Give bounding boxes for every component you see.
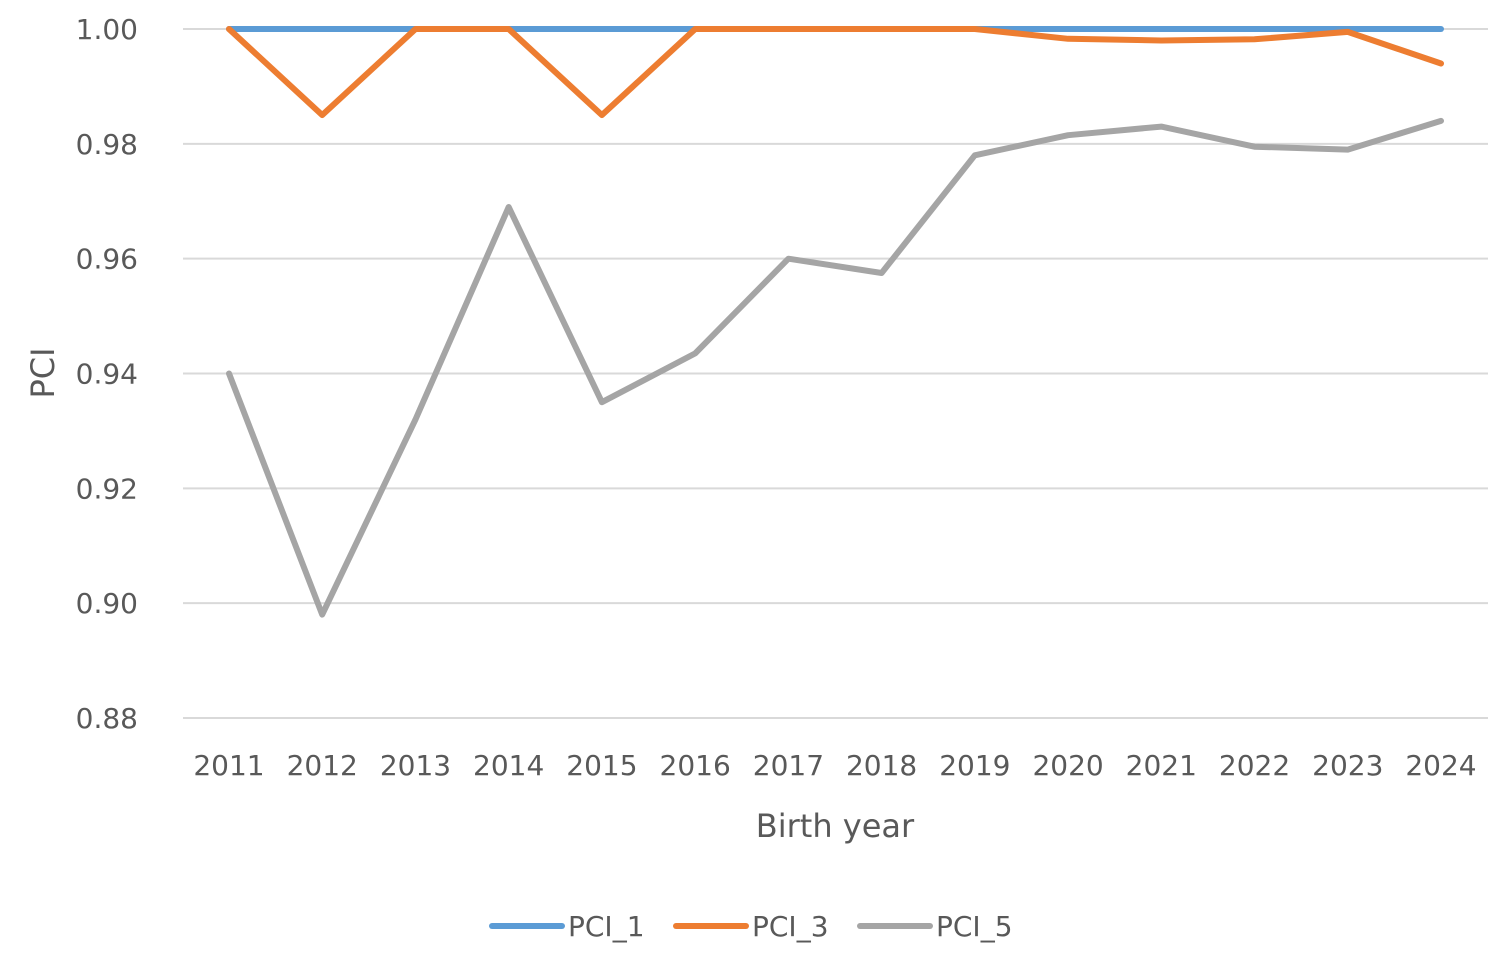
- legend-label: PCI_1: [568, 910, 645, 943]
- series-line-pci-3: [226, 26, 1444, 119]
- gridlines: [183, 28, 1488, 719]
- y-axis-title: PCI: [24, 347, 62, 398]
- y-tick-label: 0.88: [76, 702, 138, 735]
- x-tick-label: 2015: [566, 749, 637, 782]
- x-tick-label: 2024: [1405, 749, 1476, 782]
- y-tick-label: 0.90: [76, 587, 138, 620]
- x-axis-ticks: 2011 2012 2013 2014 2015 2016 2017 2018 2019 2020…: [193, 749, 1476, 782]
- x-axis-title: Birth year: [756, 807, 915, 845]
- series-line-pci-5: [226, 117, 1444, 618]
- x-tick-label: 2012: [287, 749, 358, 782]
- y-tick-label: 0.92: [76, 472, 138, 505]
- y-tick-label: 0.98: [76, 128, 138, 161]
- x-tick-label: 2020: [1032, 749, 1103, 782]
- x-tick-label: 2013: [380, 749, 451, 782]
- x-tick-label: 2021: [1126, 749, 1197, 782]
- x-tick-label: 2014: [473, 749, 544, 782]
- x-tick-label: 2018: [846, 749, 917, 782]
- y-tick-label: 0.96: [76, 243, 138, 276]
- x-tick-label: 2016: [660, 749, 731, 782]
- x-tick-label: 2011: [193, 749, 264, 782]
- x-tick-label: 2022: [1219, 749, 1290, 782]
- series-lines: [226, 26, 1444, 618]
- x-tick-label: 2017: [753, 749, 824, 782]
- legend-label: PCI_5: [936, 910, 1013, 943]
- y-tick-label: 0.94: [76, 358, 138, 391]
- x-tick-label: 2019: [939, 749, 1010, 782]
- y-axis-ticks: 0.88 0.90 0.92 0.94 0.96 0.98 1.00: [76, 13, 138, 735]
- legend-label: PCI_3: [752, 910, 829, 943]
- legend: PCI_1 PCI_3 PCI_5: [489, 910, 1013, 943]
- x-tick-label: 2023: [1312, 749, 1383, 782]
- y-tick-label: 1.00: [76, 13, 138, 46]
